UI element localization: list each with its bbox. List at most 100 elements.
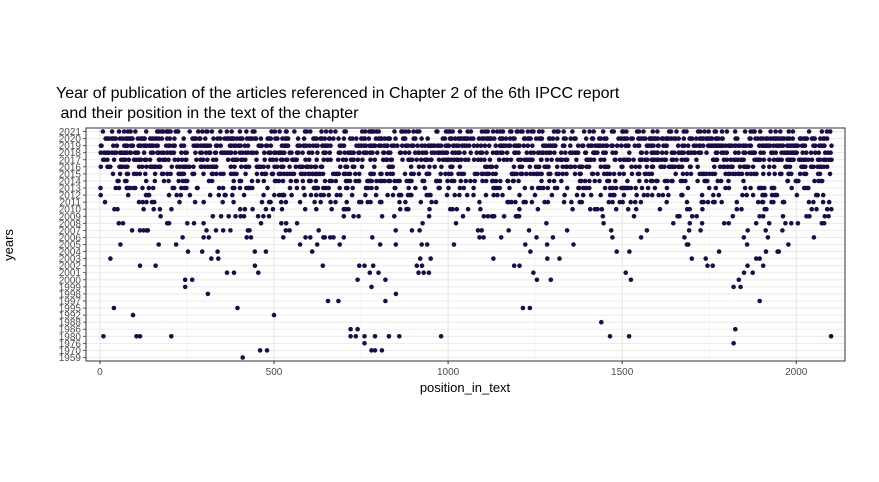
data-point [211, 136, 216, 141]
data-point [326, 192, 332, 198]
data-point [787, 136, 792, 141]
data-point [362, 129, 368, 134]
data-point [592, 178, 598, 184]
data-point [349, 192, 355, 198]
data-point [649, 171, 655, 177]
data-point [293, 164, 299, 170]
data-point [645, 192, 650, 198]
data-point [143, 129, 149, 134]
data-point [684, 157, 690, 163]
data-point [684, 129, 689, 134]
data-point [158, 164, 163, 170]
data-point [424, 242, 430, 247]
data-point [400, 157, 405, 163]
data-point [757, 298, 762, 304]
data-point [308, 235, 313, 240]
data-point [446, 185, 451, 191]
data-point [664, 199, 669, 205]
data-point [169, 164, 175, 170]
data-point [116, 185, 122, 191]
data-point [306, 157, 312, 163]
data-point [245, 143, 251, 148]
data-point [336, 298, 341, 304]
data-point [626, 143, 631, 148]
data-point [772, 171, 777, 177]
data-point [113, 136, 119, 141]
data-point [695, 178, 700, 184]
data-point [539, 171, 544, 177]
data-point [446, 143, 452, 148]
data-point [693, 136, 699, 141]
data-point [329, 206, 335, 212]
data-point [771, 199, 776, 205]
data-points [98, 129, 834, 360]
data-point [302, 171, 308, 177]
data-point [498, 178, 503, 184]
data-point [111, 305, 117, 311]
data-point [304, 143, 309, 148]
data-point [309, 150, 315, 155]
data-point [313, 164, 319, 170]
data-point [234, 171, 239, 177]
y-tick-label: 2009 [59, 212, 82, 223]
data-point [515, 129, 521, 134]
data-point [165, 171, 170, 177]
data-point [323, 150, 329, 155]
data-point [393, 291, 399, 297]
data-point [641, 129, 646, 134]
data-point [172, 157, 177, 163]
data-point [459, 157, 464, 163]
data-point [672, 164, 677, 170]
data-point [562, 192, 567, 198]
data-point [687, 221, 693, 226]
data-point [419, 136, 424, 141]
data-point [413, 185, 418, 191]
data-point [632, 143, 638, 148]
data-point [369, 284, 374, 290]
data-point [406, 129, 412, 134]
data-point [686, 228, 692, 233]
data-point [409, 178, 414, 184]
data-point [223, 192, 228, 198]
data-point [285, 143, 291, 148]
data-point [822, 214, 828, 219]
data-point [465, 206, 471, 212]
data-point [393, 228, 399, 233]
data-point [250, 206, 255, 212]
data-point [254, 150, 259, 155]
data-point [713, 129, 719, 134]
data-point [705, 263, 710, 269]
data-point [568, 136, 573, 141]
data-point [439, 164, 444, 170]
y-tick-label: 1986 [59, 325, 82, 336]
data-point [482, 157, 487, 163]
data-point [362, 136, 368, 141]
y-tick-label: 2001 [59, 268, 82, 279]
data-point [636, 171, 642, 177]
data-point [252, 249, 258, 254]
data-point [437, 178, 443, 184]
x-tick-label: 2000 [785, 367, 808, 378]
data-point [791, 157, 796, 163]
data-point [156, 242, 161, 247]
data-point [731, 341, 736, 346]
data-point [418, 199, 424, 205]
data-point [529, 199, 535, 205]
data-point [500, 136, 506, 141]
data-point [277, 129, 282, 134]
data-point [432, 164, 438, 170]
data-point [204, 228, 209, 233]
data-point [166, 221, 172, 226]
data-point [328, 143, 333, 148]
data-point [235, 305, 240, 311]
data-point [517, 263, 522, 269]
data-point [539, 157, 544, 163]
data-point [415, 143, 420, 148]
data-point [625, 178, 630, 184]
data-point [781, 199, 787, 205]
data-point [279, 206, 285, 212]
data-point [752, 150, 758, 155]
data-point [102, 199, 108, 205]
data-point [682, 143, 687, 148]
data-point [628, 185, 634, 191]
